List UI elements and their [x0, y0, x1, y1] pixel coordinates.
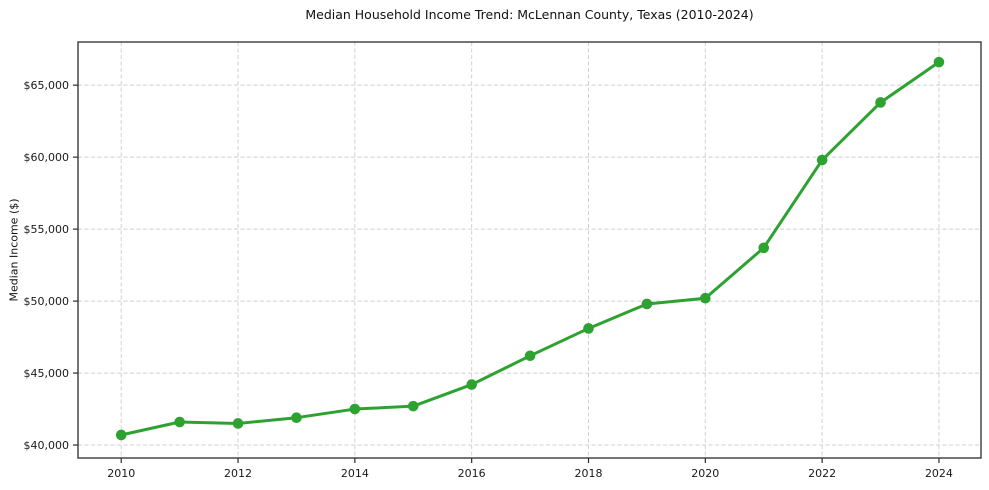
data-point	[933, 56, 945, 68]
x-tick-label: 2018	[574, 467, 602, 480]
y-tick-label: $40,000	[24, 439, 70, 452]
data-point	[816, 154, 828, 166]
data-point	[758, 242, 770, 254]
y-tick-label: $50,000	[24, 295, 70, 308]
trend-line	[119, 60, 941, 437]
chart-title: Median Household Income Trend: McLennan …	[305, 7, 754, 22]
data-point	[875, 97, 886, 108]
x-tick-label: 2014	[341, 467, 369, 480]
data-point	[115, 429, 127, 441]
y-tick-label: $65,000	[24, 79, 70, 92]
x-tick-label: 2016	[458, 467, 486, 480]
x-tick-label: 2022	[808, 467, 836, 480]
data-point	[291, 412, 302, 423]
data-point	[524, 350, 536, 362]
data-point	[641, 298, 653, 310]
y-tick-label: $55,000	[24, 223, 70, 236]
data-point	[700, 292, 711, 304]
y-tick-label: $45,000	[24, 367, 70, 380]
x-tick-label: 2012	[224, 467, 252, 480]
x-tick-label: 2024	[925, 467, 953, 480]
data-point	[583, 323, 594, 334]
data-point	[232, 418, 244, 429]
data-point	[349, 403, 361, 415]
x-tick-label: 2010	[107, 467, 135, 480]
x-tick-label: 2020	[691, 467, 719, 480]
data-point	[466, 379, 477, 390]
y-tick-label: $60,000	[24, 151, 70, 164]
data-point	[174, 416, 185, 428]
plot-border	[77, 41, 982, 459]
data-point	[407, 400, 419, 412]
